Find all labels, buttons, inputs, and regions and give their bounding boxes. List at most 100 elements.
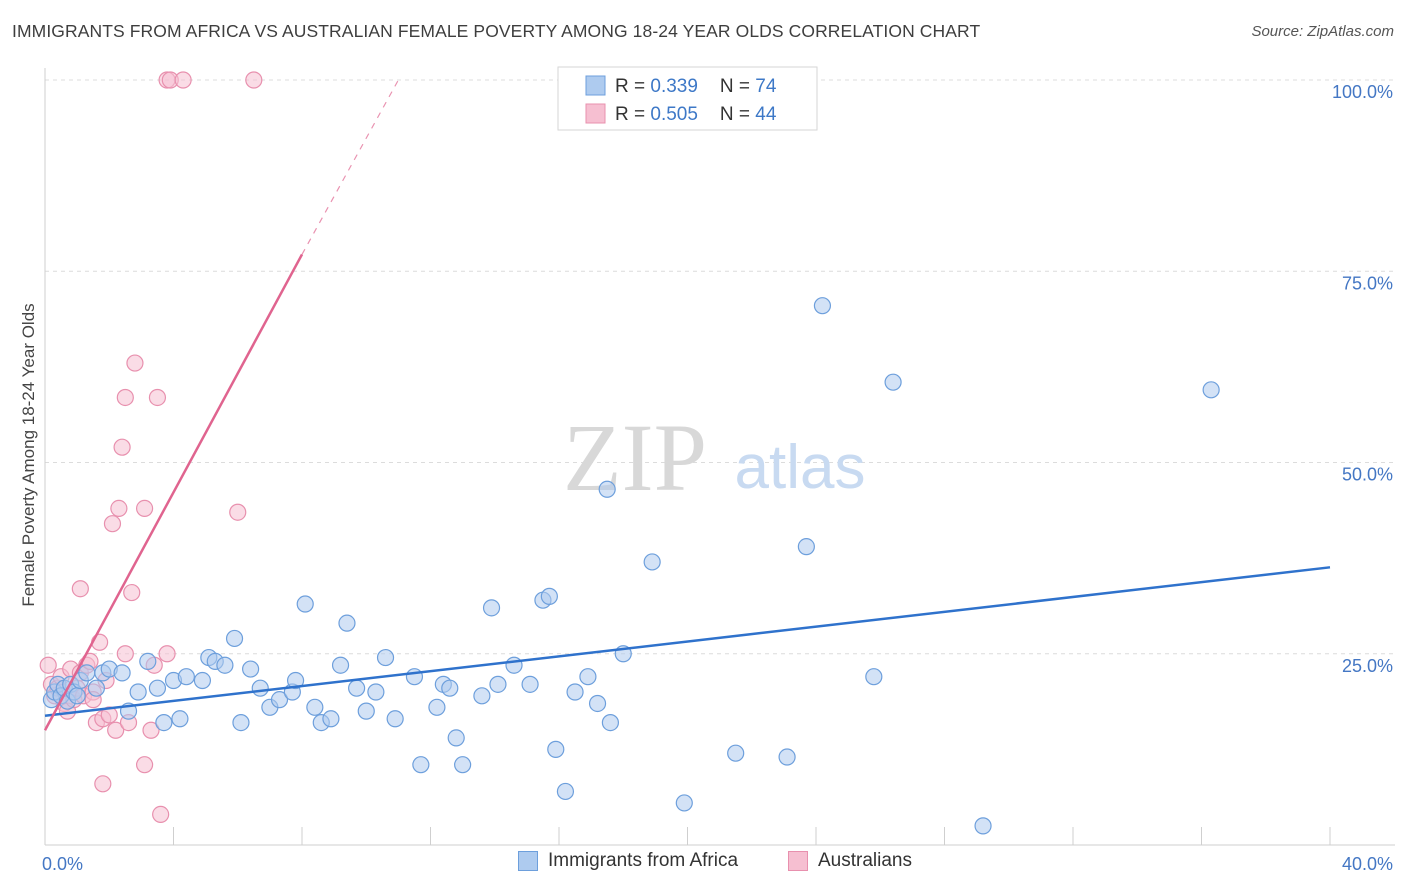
trend-lines xyxy=(43,79,1331,731)
y-tick-labels: 25.0% 50.0% 75.0% 100.0% xyxy=(1332,82,1393,676)
africa-point xyxy=(813,297,832,315)
watermark: ZIP atlas xyxy=(563,404,865,511)
africa-point xyxy=(727,744,745,762)
legend-swatch-africa xyxy=(585,75,606,96)
source-credit: Source: ZipAtlas.com xyxy=(1251,23,1394,40)
africa-point xyxy=(322,710,340,728)
africa-point xyxy=(598,480,616,498)
legend-swatch-australians xyxy=(788,851,808,871)
series-legend: Immigrants from Africa Australians xyxy=(0,850,1406,880)
africa-point xyxy=(357,702,375,720)
australians-trend-extension xyxy=(301,79,399,255)
legend-swatch-australians xyxy=(585,103,606,124)
africa-point xyxy=(129,683,147,701)
australians-point xyxy=(107,721,125,739)
r-label: R = xyxy=(615,104,650,125)
africa-point xyxy=(177,668,195,686)
australians-point xyxy=(94,775,112,793)
africa-point xyxy=(306,698,324,716)
africa-point xyxy=(148,679,167,697)
australians-point xyxy=(142,721,160,739)
africa-point xyxy=(521,675,539,693)
n-value: 74 xyxy=(755,76,777,97)
africa-point xyxy=(139,652,157,671)
africa-point xyxy=(974,817,992,835)
x-tick-labels: 0.0% 40.0% xyxy=(42,854,1393,874)
africa-point xyxy=(232,713,250,732)
africa-point xyxy=(601,713,620,732)
australians-point xyxy=(174,71,192,89)
africa-points xyxy=(42,297,1220,835)
y-axis-title: Female Poverty Among 18-24 Year Olds xyxy=(19,303,38,606)
y-tick-label: 25.0% xyxy=(1342,656,1393,676)
australians-point xyxy=(229,503,247,521)
australians-point xyxy=(135,756,154,774)
legend-label-africa: Immigrants from Africa xyxy=(548,850,739,871)
australians-point xyxy=(158,645,176,663)
watermark-atlas: atlas xyxy=(735,433,866,502)
africa-point xyxy=(87,679,106,697)
africa-point xyxy=(473,687,491,705)
watermark-zip: ZIP xyxy=(563,404,707,511)
africa-point xyxy=(428,698,446,716)
australians-point xyxy=(91,633,109,651)
africa-trend-line xyxy=(44,566,1331,717)
africa-point xyxy=(216,656,234,674)
australians-point xyxy=(126,354,144,372)
australians-point xyxy=(39,656,57,674)
australians-point xyxy=(116,645,134,663)
africa-point xyxy=(193,671,212,690)
africa-point xyxy=(242,660,260,678)
africa-point xyxy=(505,656,523,674)
chart-title: IMMIGRANTS FROM AFRICA VS AUSTRALIAN FEM… xyxy=(12,21,981,41)
africa-point xyxy=(331,656,350,674)
africa-point xyxy=(367,683,385,701)
africa-point xyxy=(865,668,883,686)
australians-point xyxy=(245,71,263,89)
africa-point xyxy=(884,373,902,391)
africa-point xyxy=(296,595,314,613)
africa-point xyxy=(376,648,395,667)
legend-item-africa[interactable]: Immigrants from Africa xyxy=(518,850,738,872)
australians-point xyxy=(123,583,141,602)
africa-point xyxy=(405,668,424,686)
africa-point xyxy=(270,691,289,709)
africa-point xyxy=(547,740,565,758)
australians-point xyxy=(135,499,154,517)
africa-point xyxy=(251,679,269,697)
africa-point xyxy=(797,538,815,556)
y-tick-label: 50.0% xyxy=(1342,465,1393,485)
australians-point xyxy=(110,499,128,517)
africa-point xyxy=(171,710,189,728)
legend-label-australians: Australians xyxy=(818,850,912,871)
africa-point xyxy=(338,614,356,632)
australians-point xyxy=(100,706,118,724)
australians-point xyxy=(113,438,131,456)
africa-point xyxy=(78,664,96,682)
y-tick-label: 75.0% xyxy=(1342,273,1393,293)
legend-row-africa: R = 0.339 N = 74 xyxy=(615,76,777,97)
africa-point xyxy=(643,553,661,571)
africa-point xyxy=(155,713,173,732)
legend-swatch-africa xyxy=(518,851,538,871)
africa-point xyxy=(286,671,305,690)
africa-point xyxy=(489,675,507,693)
n-label: N = xyxy=(720,76,755,97)
x-tick-label: 40.0% xyxy=(1342,854,1393,874)
africa-point xyxy=(675,794,693,812)
africa-point xyxy=(588,694,607,713)
legend-item-australians[interactable]: Australians xyxy=(788,850,912,872)
africa-point xyxy=(579,668,597,686)
n-label: N = xyxy=(720,104,755,125)
africa-point xyxy=(1202,381,1220,399)
africa-point xyxy=(778,748,796,766)
africa-point xyxy=(566,683,584,701)
africa-point xyxy=(348,679,366,697)
r-label: R = xyxy=(615,76,650,97)
africa-point xyxy=(68,687,86,705)
x-tick-label: 0.0% xyxy=(42,854,83,874)
australians-points xyxy=(39,71,263,824)
australians-trend-line xyxy=(43,253,304,731)
africa-point xyxy=(225,629,244,648)
